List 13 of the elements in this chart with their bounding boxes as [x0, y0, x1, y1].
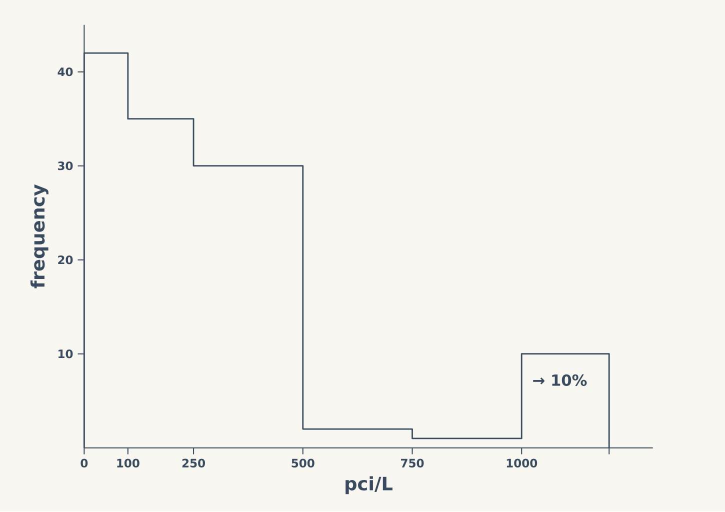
y-tick-label: 40: [58, 68, 73, 76]
x-tick-label: 100: [117, 458, 140, 468]
x-axis-title: pci/L: [346, 476, 392, 494]
x-tick-label: 250: [182, 458, 206, 468]
x-tick-label: 0: [80, 458, 88, 468]
x-tick-label: 750: [400, 458, 424, 468]
y-tick-label: 20: [58, 256, 73, 264]
x-tick-label: 1000: [506, 458, 538, 468]
annotation: → 10%: [533, 374, 587, 386]
y-axis-title: frequency: [30, 184, 48, 288]
y-tick-label: 30: [58, 162, 73, 170]
y-tick-label: 10: [58, 350, 73, 358]
x-tick-label: 500: [292, 458, 314, 468]
